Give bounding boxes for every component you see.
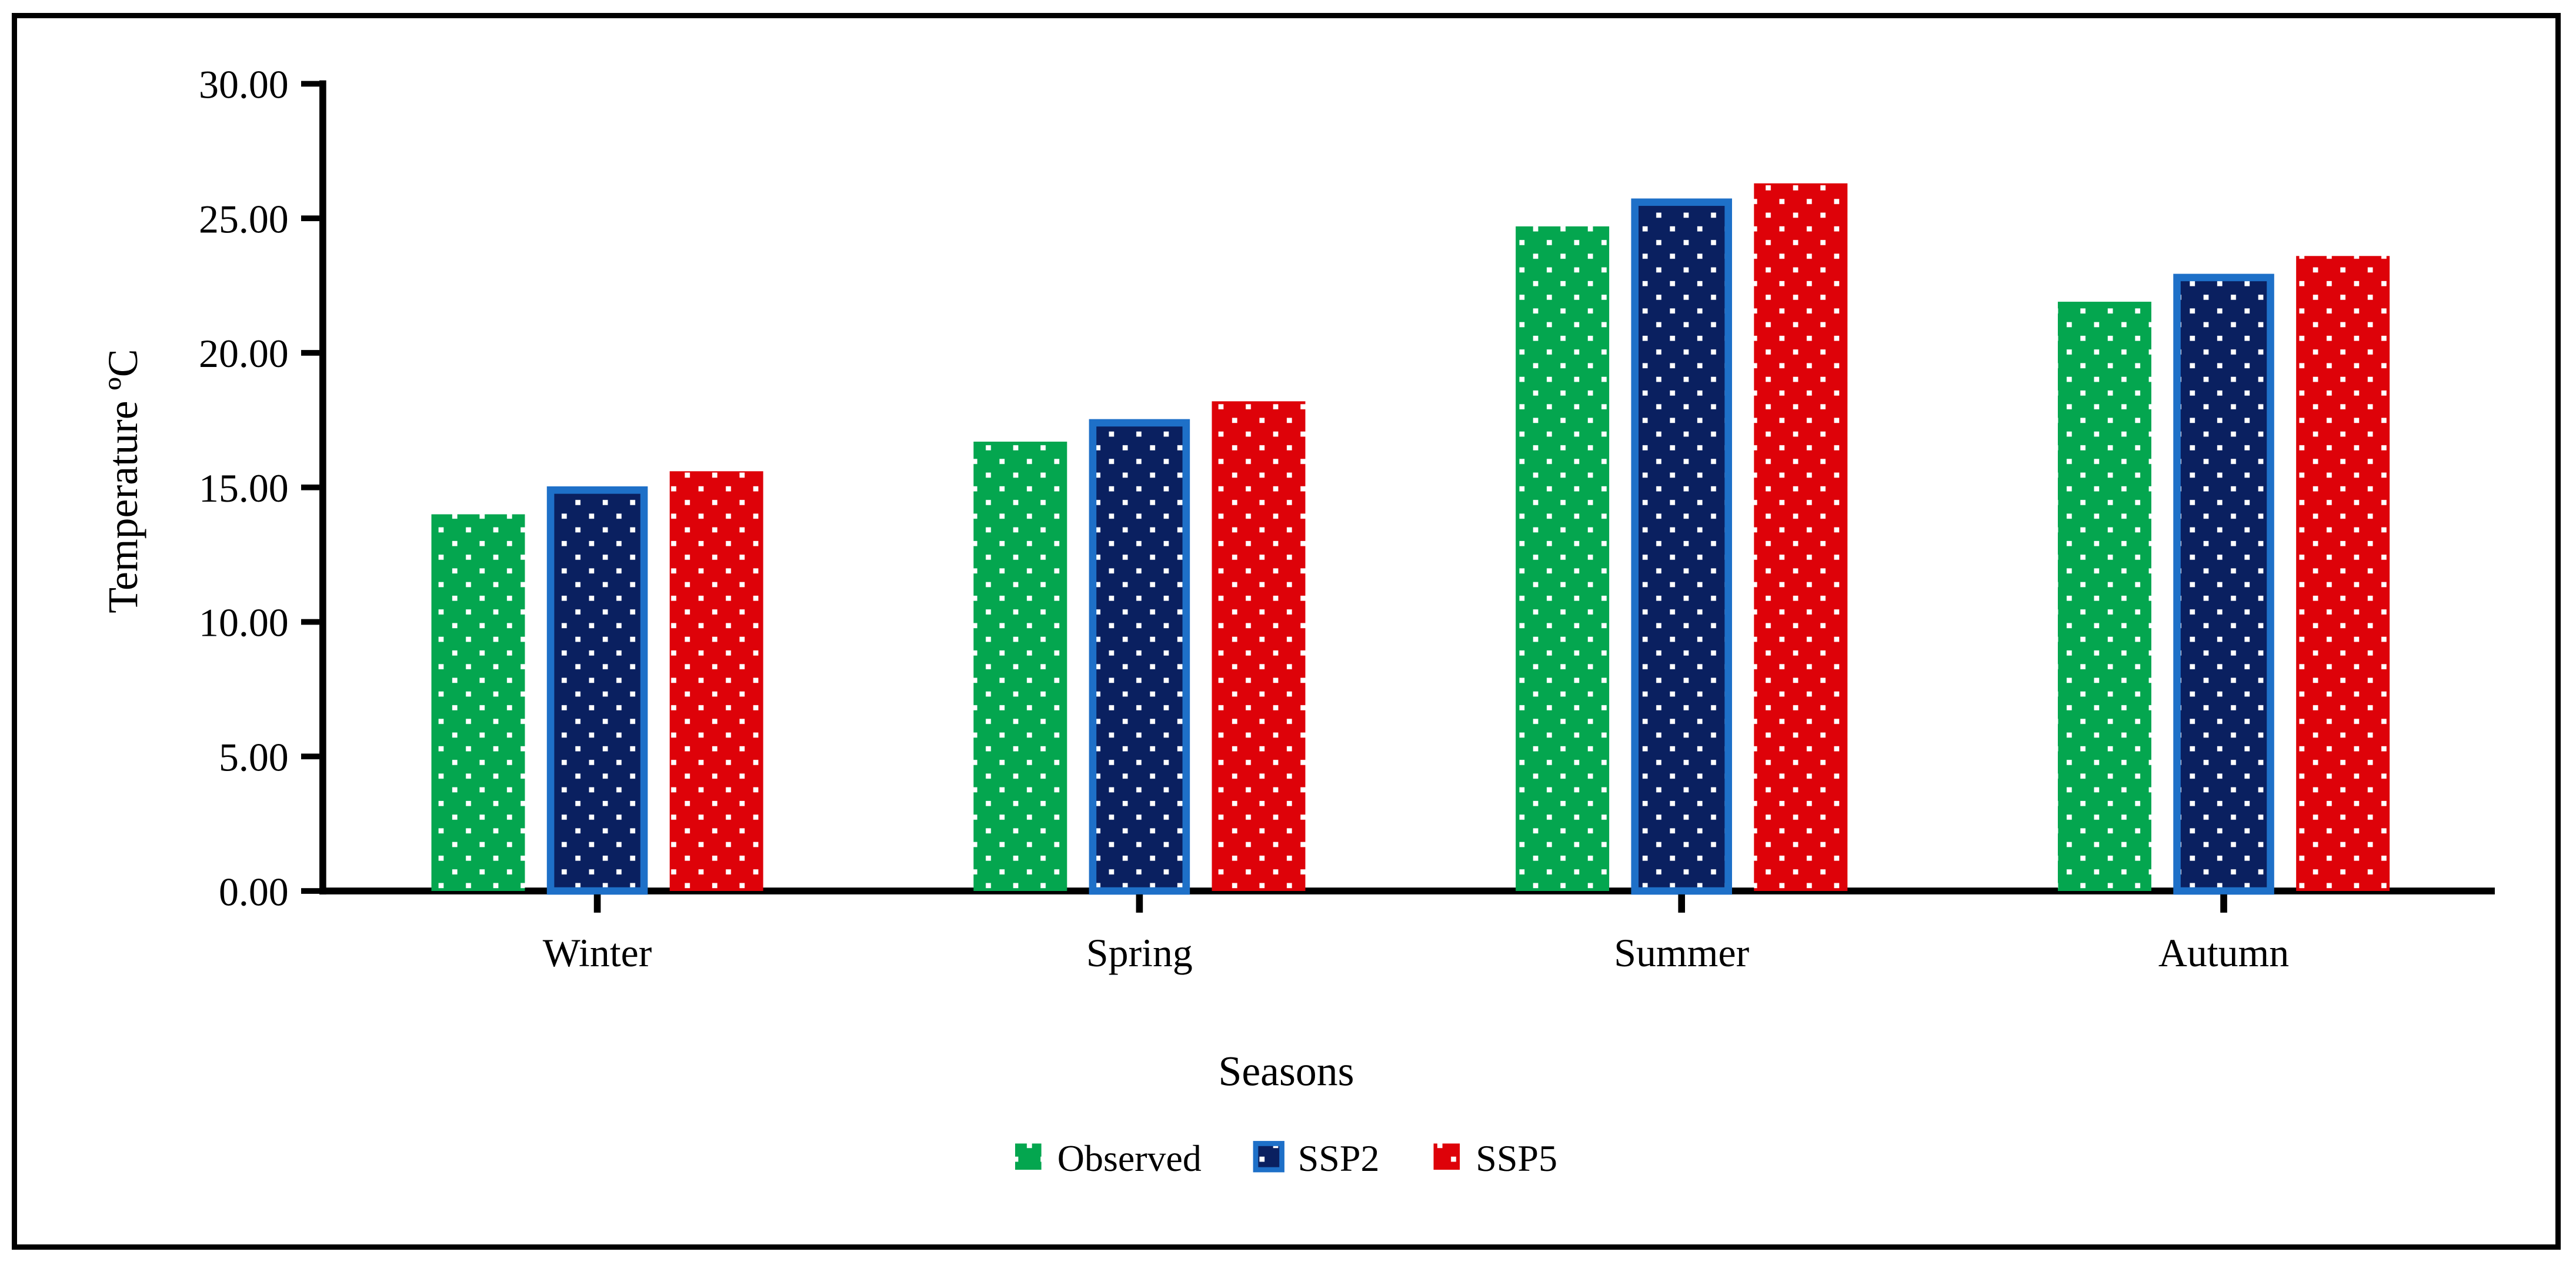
y-tick xyxy=(301,619,320,625)
y-tick-label: 15.00 xyxy=(199,466,289,510)
x-tick xyxy=(1678,894,1686,913)
bar-spring-ssp5 xyxy=(1212,401,1306,892)
y-tick xyxy=(301,215,320,222)
y-tick-label: 5.00 xyxy=(219,735,289,779)
y-axis-line xyxy=(319,80,326,894)
bar-chart: 0.00 5.00 10.00 15.00 20.00 25.00 30.00 Winter S… xyxy=(99,63,2495,1179)
legend-label: SSP2 xyxy=(1298,1137,1380,1179)
legend-swatch-ssp2 xyxy=(1253,1141,1284,1173)
legend-label: SSP5 xyxy=(1476,1137,1557,1179)
y-tick-label: 0.00 xyxy=(219,870,289,914)
x-category-label: Summer xyxy=(1614,931,1749,975)
x-category-label: Spring xyxy=(1086,931,1193,975)
y-tick xyxy=(301,81,320,87)
x-axis-line xyxy=(319,887,2495,894)
legend-item-ssp2: SSP2 xyxy=(1253,1137,1380,1179)
y-tick xyxy=(301,350,320,356)
legend-item-observed: Observed xyxy=(1015,1137,1202,1179)
legend-swatch-observed xyxy=(1015,1143,1042,1170)
bar-summer-observed xyxy=(1516,226,1610,892)
bar-summer-ssp2 xyxy=(1631,198,1733,895)
y-tick-label: 20.00 xyxy=(199,332,289,376)
x-tick xyxy=(593,894,601,913)
x-category-label: Autumn xyxy=(2158,931,2289,975)
legend-item-ssp5: SSP5 xyxy=(1433,1137,1557,1179)
y-tick-label: 25.00 xyxy=(199,197,289,241)
legend-swatch-ssp5 xyxy=(1433,1143,1460,1170)
bar-spring-observed xyxy=(973,441,1067,892)
x-category-label: Winter xyxy=(543,931,652,975)
bar-winter-ssp2 xyxy=(546,486,648,895)
y-tick-label: 30.00 xyxy=(199,63,289,107)
bar-autumn-observed xyxy=(2057,302,2151,892)
bar-winter-observed xyxy=(431,514,525,892)
legend-label: Observed xyxy=(1057,1137,1202,1179)
y-tick xyxy=(301,753,320,760)
bar-summer-ssp5 xyxy=(1754,183,1848,892)
x-axis-title: Seasons xyxy=(1218,1048,1354,1095)
bar-autumn-ssp5 xyxy=(2296,256,2390,892)
bar-winter-ssp5 xyxy=(669,471,763,892)
chart-frame: 0.00 5.00 10.00 15.00 20.00 25.00 30.00 Winter S… xyxy=(12,13,2561,1250)
bar-autumn-ssp2 xyxy=(2173,273,2274,895)
y-tick xyxy=(301,484,320,490)
x-tick xyxy=(1136,894,1143,913)
y-axis-title: Temperature ºC xyxy=(99,349,146,613)
y-tick-label: 10.00 xyxy=(199,601,289,645)
y-tick xyxy=(301,888,320,894)
bar-spring-ssp2 xyxy=(1089,419,1190,895)
x-tick xyxy=(2220,894,2227,913)
